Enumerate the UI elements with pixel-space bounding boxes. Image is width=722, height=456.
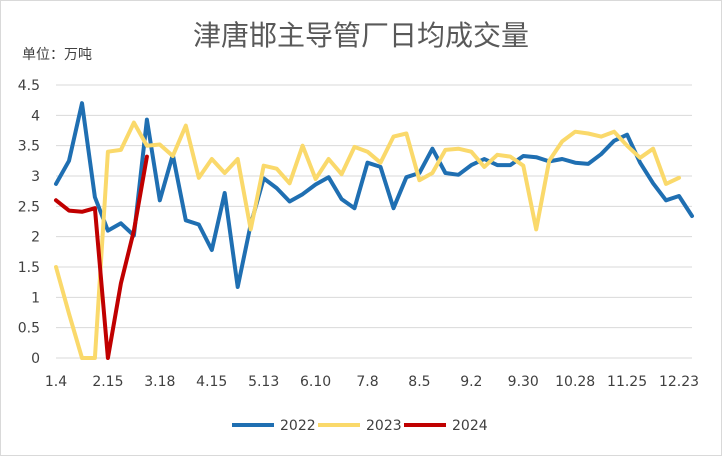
x-tick-label: 1.4 bbox=[45, 374, 67, 390]
x-tick-label: 9.2 bbox=[460, 374, 482, 390]
y-tick-label: 2.5 bbox=[18, 199, 40, 215]
y-tick-label: 1 bbox=[31, 290, 40, 306]
series-line-2022 bbox=[54, 101, 694, 289]
y-tick-label: 0.5 bbox=[18, 321, 40, 337]
x-tick-label: 11.25 bbox=[607, 374, 647, 390]
legend: 2022 2023 2024 bbox=[232, 418, 488, 434]
series-line-2024 bbox=[54, 154, 149, 360]
grid bbox=[56, 84, 692, 359]
x-tick-label: 3.18 bbox=[144, 374, 175, 390]
x-tick-label: 4.15 bbox=[196, 374, 227, 390]
series-lines bbox=[54, 101, 694, 360]
y-tick-label: 4 bbox=[31, 108, 40, 124]
legend-item-2022: 2022 bbox=[232, 418, 316, 434]
x-tick-label: 12.23 bbox=[659, 374, 699, 390]
legend-label: 2024 bbox=[452, 418, 488, 434]
y-tick-label: 3 bbox=[31, 169, 40, 185]
chart-title: 津唐邯主导管厂日均成交量 bbox=[193, 19, 529, 52]
y-axis-ticks: 0 0.5 1 1.5 2 2.5 3 3.5 4 4.5 bbox=[18, 78, 40, 367]
series-line-2023 bbox=[54, 120, 681, 360]
legend-label: 2022 bbox=[280, 418, 316, 434]
legend-item-2024: 2024 bbox=[404, 418, 488, 434]
x-tick-label: 9.30 bbox=[508, 374, 539, 390]
y-tick-label: 0 bbox=[31, 351, 40, 367]
unit-label: 单位：万吨 bbox=[22, 47, 92, 63]
x-tick-label: 10.28 bbox=[555, 374, 595, 390]
x-axis-ticks: 1.4 2.15 3.18 4.15 5.13 6.10 7.8 8.5 9.2 9.30 10.2… bbox=[45, 374, 699, 390]
x-tick-label: 2.15 bbox=[92, 374, 123, 390]
legend-item-2023: 2023 bbox=[318, 418, 402, 434]
x-tick-label: 8.5 bbox=[408, 374, 430, 390]
x-tick-label: 7.8 bbox=[356, 374, 378, 390]
y-tick-label: 2 bbox=[31, 230, 40, 246]
y-tick-label: 4.5 bbox=[18, 78, 40, 94]
y-tick-label: 1.5 bbox=[18, 260, 40, 276]
y-tick-label: 3.5 bbox=[18, 139, 40, 155]
legend-label: 2023 bbox=[366, 418, 402, 434]
x-tick-label: 5.13 bbox=[248, 374, 279, 390]
x-tick-label: 6.10 bbox=[300, 374, 331, 390]
